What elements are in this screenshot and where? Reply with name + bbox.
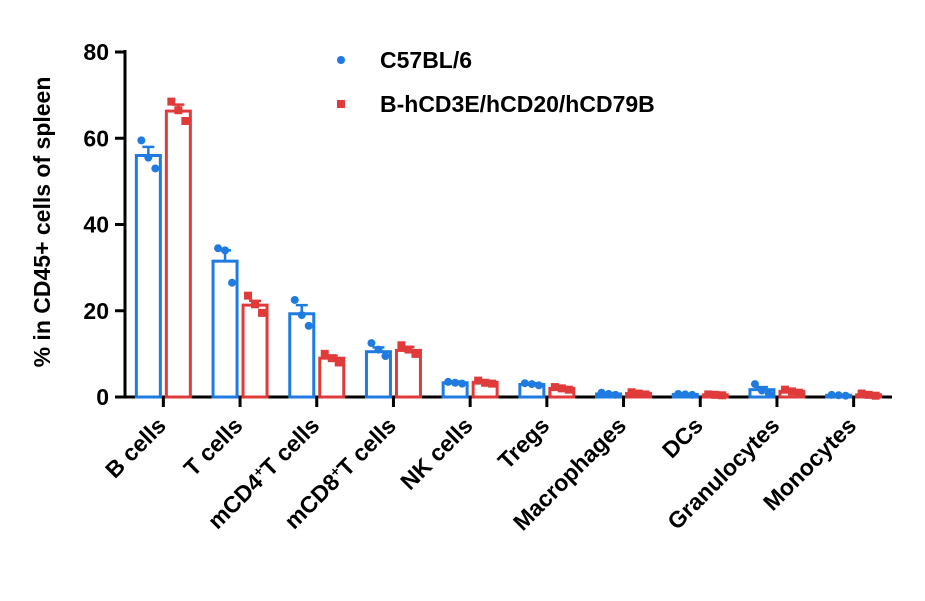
data-point [597,388,606,397]
data-point [787,387,796,396]
data-point [681,390,690,399]
data-point [711,390,720,399]
data-point [290,295,299,304]
data-point [174,106,183,115]
legend-label: C57BL/6 [380,47,472,73]
legend-marker-square [337,100,345,108]
y-tick-label: 60 [83,125,109,151]
data-point [704,390,713,399]
data-point [641,390,650,399]
data-point [794,388,803,397]
data-point [520,379,529,388]
x-tick-label: DCs [657,412,708,463]
data-point [611,390,620,399]
data-point [557,384,566,393]
data-point [604,389,613,398]
data-point [451,378,460,387]
data-point [564,385,573,394]
data-point [411,349,420,358]
data-point [374,345,383,354]
data-point [627,388,636,397]
data-point [228,278,237,287]
data-point [488,379,497,388]
data-point [151,164,160,173]
y-tick-label: 20 [83,298,109,324]
data-point [688,390,697,399]
data-point [718,391,727,400]
y-tick-label: 40 [83,212,109,238]
data-point [764,389,773,398]
data-point [757,386,766,395]
data-point [381,352,390,361]
data-point [841,391,850,400]
data-point [167,97,176,106]
data-point [397,341,406,350]
data-point [258,308,267,317]
data-point [474,376,483,385]
data-point [251,300,260,309]
bar-humanized [241,303,269,399]
data-point [214,244,223,253]
bar-c57bl6 [134,154,162,399]
data-point [634,389,643,398]
data-point [481,378,490,387]
x-tick-label: Tregs [493,412,555,474]
data-point [404,345,413,354]
data-point [297,311,306,320]
data-point [334,358,343,367]
y-tick-label: 0 [96,384,109,410]
legend-marker-circle [337,56,345,64]
x-tick-label: NK cells [395,412,478,495]
bar-humanized [164,109,192,399]
data-point [780,385,789,394]
data-point [221,246,230,255]
data-point [367,339,376,348]
data-point [458,379,467,388]
y-axis-label: % in CD45+ cells of spleen [29,77,55,368]
data-point [244,291,253,300]
data-point [144,153,153,162]
data-point [534,381,543,390]
data-point [137,136,146,145]
x-tick-label: T cells [179,412,248,481]
legend-label: B-hCD3E/hCD20/hCD79B [380,91,655,117]
data-point [871,391,880,400]
data-point [864,390,873,399]
data-point [304,321,313,330]
data-point [674,389,683,398]
x-tick-label: B cells [100,412,171,483]
y-tick-label: 80 [83,39,109,65]
data-point [327,354,336,363]
data-point [834,391,843,400]
data-point [181,117,190,125]
data-point [750,380,759,389]
data-point [857,389,866,398]
data-point [320,349,329,358]
data-point [444,377,453,386]
data-point [550,383,559,392]
data-point [827,390,836,399]
data-point [527,380,536,389]
